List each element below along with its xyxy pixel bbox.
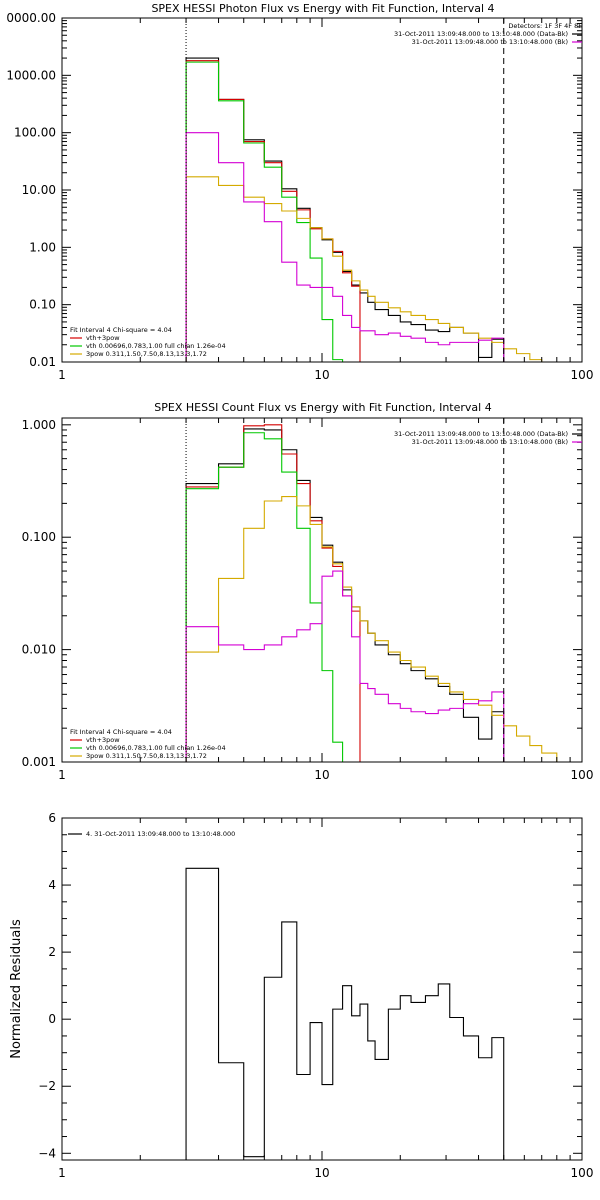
residuals-y-tick-label: −2 xyxy=(38,1079,56,1093)
count-flux-legend-bk-label: 31-Oct-2011 13:09:48.000 to 13:10:48.000… xyxy=(412,438,568,446)
residuals-axes: 1 10 100 −4 −2 0 2 4 6 xyxy=(38,811,593,1180)
photon-flux-y-tick-label: 0000.00 xyxy=(6,11,56,25)
count-flux-series-thermal xyxy=(185,432,352,763)
photon-flux-series-background xyxy=(185,132,505,362)
photon-flux-fit-header: Fit Interval 4 Chi-square = 4.04 xyxy=(70,326,172,334)
count-flux-legend-fit: Fit Interval 4 Chi-square = 4.04 vth+3po… xyxy=(70,728,226,760)
photon-flux-x-tick-label: 1 xyxy=(58,368,66,382)
photon-flux-y-tick-label: 1.00 xyxy=(29,240,56,254)
residuals-legend: 4. 31-Oct-2011 13:09:48.000 to 13:10:48.… xyxy=(68,830,235,838)
count-flux-series-background xyxy=(185,570,505,762)
count-flux-panel: SPEX HESSI Count Flux vs Energy with Fit… xyxy=(22,401,594,782)
photon-flux-series-model xyxy=(185,60,361,362)
photon-flux-legend-thermal-label: vth 0.00696,0.783,1.00 full chian 1.26e-… xyxy=(86,342,226,350)
count-flux-y-tick-label: 0.100 xyxy=(22,530,56,544)
photon-flux-title: SPEX HESSI Photon Flux vs Energy with Fi… xyxy=(151,2,494,15)
photon-flux-y-tick-label: 0.01 xyxy=(29,355,56,369)
count-flux-series-model xyxy=(185,424,361,762)
count-flux-y-tick-label: 1.000 xyxy=(22,418,56,432)
residuals-y-tick-label: 0 xyxy=(48,1012,56,1026)
photon-flux-series-thermal xyxy=(185,61,344,362)
count-flux-legend-top: 31-Oct-2011 13:09:48.000 to 13:10:48.000… xyxy=(394,430,582,446)
photon-flux-legend-top: Detectors: 1F 3F 4F 8F 31-Oct-2011 13:09… xyxy=(394,22,582,46)
photon-flux-legend-powerlaw-label: 3pow 0.311,1.50,7.50,8.13,13.3,1.72 xyxy=(86,350,207,358)
photon-flux-y-tick-label: 0.10 xyxy=(29,298,56,312)
photon-flux-panel: SPEX HESSI Photon Flux vs Energy with Fi… xyxy=(6,2,593,382)
count-flux-x-tick-label: 10 xyxy=(314,768,329,782)
count-flux-fit-header: Fit Interval 4 Chi-square = 4.04 xyxy=(70,728,172,736)
count-flux-legend-data-label: 31-Oct-2011 13:09:48.000 to 13:10:48.000… xyxy=(394,430,568,438)
photon-flux-y-tick-label: 10.00 xyxy=(22,183,56,197)
count-flux-legend-powerlaw-label: 3pow 0.311,1.50,7.50,8.13,13.3,1.72 xyxy=(86,752,207,760)
photon-flux-y-tick-label: 1000.00 xyxy=(6,68,56,82)
count-flux-fit-range-markers xyxy=(185,418,505,762)
count-flux-series xyxy=(185,424,582,763)
photon-flux-series-powerlaw xyxy=(185,176,557,363)
residuals-legend-label: 4. 31-Oct-2011 13:09:48.000 to 13:10:48.… xyxy=(86,830,235,838)
count-flux-legend-thermal-label: vth 0.00696,0.783,1.00 full chian 1.26e-… xyxy=(86,744,226,752)
photon-flux-series xyxy=(185,57,557,363)
count-flux-x-tick-label: 100 xyxy=(571,768,594,782)
photon-flux-legend-model-label: vth+3pow xyxy=(86,334,120,342)
photon-flux-detectors: Detectors: 1F 3F 4F 8F xyxy=(508,22,582,30)
residuals-y-tick-label: −4 xyxy=(38,1146,56,1160)
count-flux-legend-model-label: vth+3pow xyxy=(86,736,120,744)
photon-flux-x-tick-label: 100 xyxy=(571,368,594,382)
residuals-y-tick-label: 2 xyxy=(48,945,56,959)
photon-flux-y-tick-label: 100.00 xyxy=(14,126,56,140)
count-flux-series-powerlaw xyxy=(185,496,582,763)
residuals-series xyxy=(185,867,505,1160)
photon-flux-fit-range-markers xyxy=(185,18,505,362)
photon-flux-legend-bk-label: 31-Oct-2011 13:09:48.000 to 13:10:48.000… xyxy=(412,38,568,46)
residuals-x-tick-label: 1 xyxy=(58,1166,66,1180)
count-flux-x-tick-label: 1 xyxy=(58,768,66,782)
count-flux-title: SPEX HESSI Count Flux vs Energy with Fit… xyxy=(154,401,491,414)
residuals-y-axis-label: Normalized Residuals xyxy=(9,919,24,1059)
residuals-series-residuals xyxy=(185,867,505,1160)
photon-flux-legend-data-label: 31-Oct-2011 13:09:48.000 to 13:10:48.000… xyxy=(394,30,568,38)
residuals-x-tick-label: 100 xyxy=(571,1166,594,1180)
residuals-panel: Normalized Residuals 1 10 100 −4 −2 0 2 4 6 4. 3… xyxy=(9,811,593,1180)
photon-flux-legend-fit: Fit Interval 4 Chi-square = 4.04 vth+3po… xyxy=(70,326,226,358)
residuals-x-tick-label: 10 xyxy=(314,1166,329,1180)
count-flux-y-tick-label: 0.001 xyxy=(22,755,56,769)
photon-flux-x-tick-label: 10 xyxy=(314,368,329,382)
residuals-y-tick-label: 6 xyxy=(48,811,56,825)
photon-flux-axes: 1 10 100 0.01 0.10 1.00 10.00 100.00 1000.00 0000… xyxy=(6,11,593,382)
residuals-y-tick-label: 4 xyxy=(48,878,56,892)
count-flux-y-tick-label: 0.010 xyxy=(22,643,56,657)
photon-flux-series-data xyxy=(185,57,505,362)
